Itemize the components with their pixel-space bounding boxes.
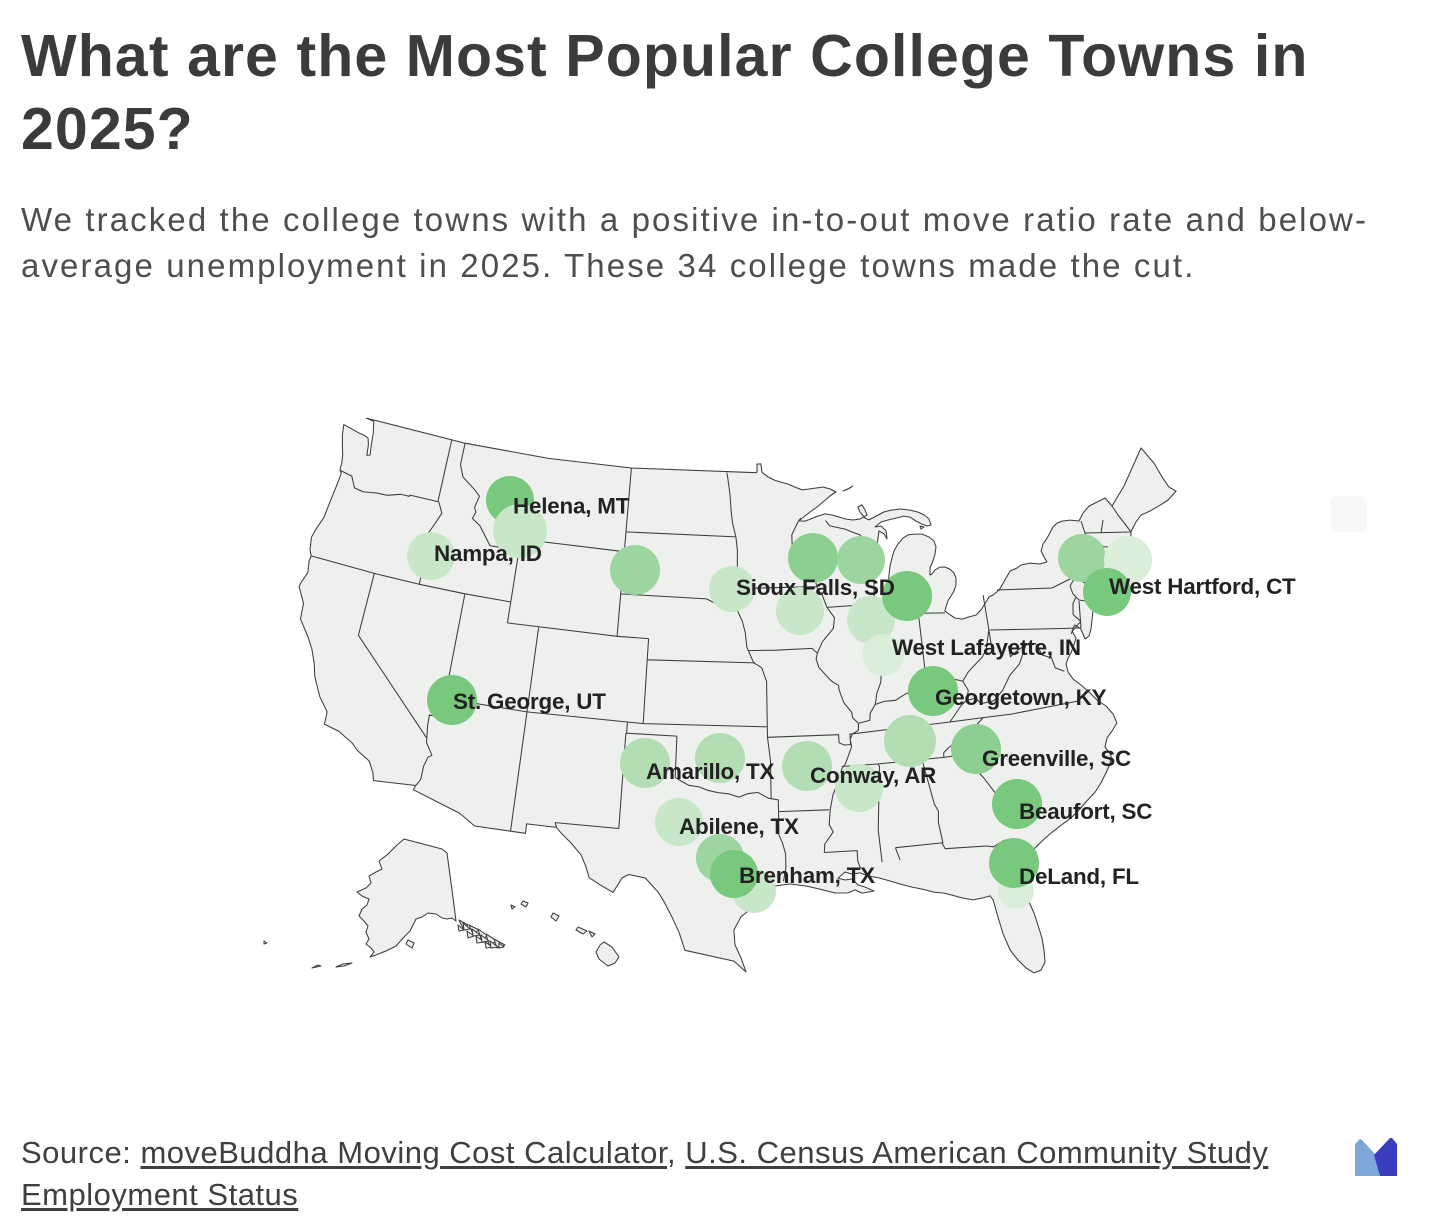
svg-text:Greenville, SC: Greenville, SC [982, 746, 1131, 771]
svg-text:Beaufort, SC: Beaufort, SC [1019, 799, 1152, 824]
svg-text:West Hartford, CT: West Hartford, CT [1109, 574, 1296, 599]
svg-text:Sioux Falls, SD: Sioux Falls, SD [736, 575, 895, 600]
svg-text:DeLand, FL: DeLand, FL [1019, 864, 1139, 889]
svg-text:Amarillo, TX: Amarillo, TX [646, 759, 775, 784]
svg-text:Brenham, TX: Brenham, TX [739, 863, 875, 888]
svg-text:West Lafayette, IN: West Lafayette, IN [892, 635, 1081, 660]
svg-text:Conway, AR: Conway, AR [810, 763, 936, 788]
svg-text:Nampa, ID: Nampa, ID [434, 541, 542, 566]
svg-text:Abilene, TX: Abilene, TX [679, 814, 799, 839]
svg-text:Helena, MT: Helena, MT [513, 494, 630, 519]
svg-text:Georgetown, KY: Georgetown, KY [935, 685, 1107, 710]
svg-text:St. George, UT: St. George, UT [453, 689, 606, 714]
